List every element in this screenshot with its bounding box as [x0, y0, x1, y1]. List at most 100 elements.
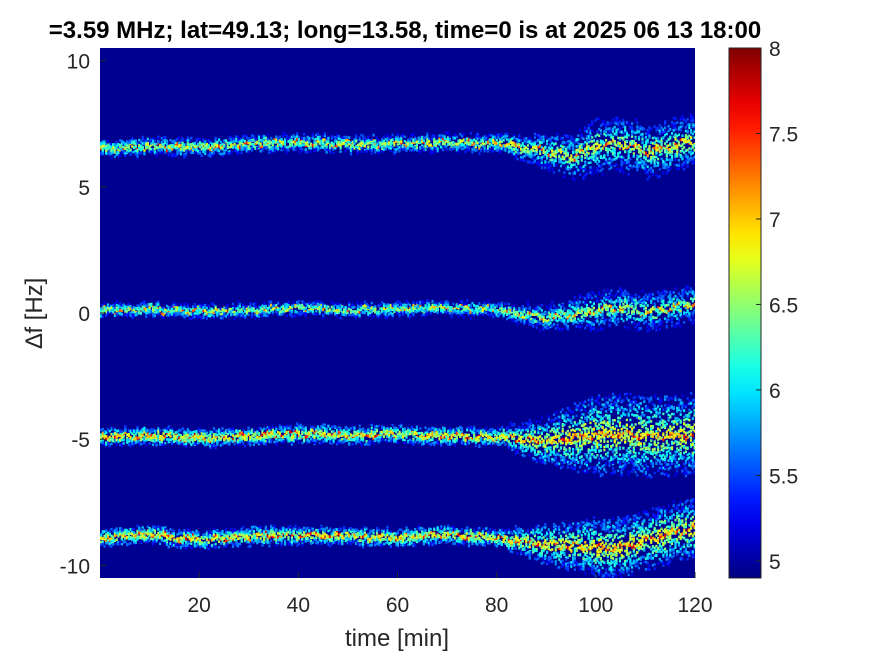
heatmap-cell — [211, 142, 214, 146]
heatmap-cell — [250, 308, 254, 312]
heatmap-cell — [322, 313, 325, 316]
heatmap-cell — [615, 143, 618, 147]
heatmap-cell — [686, 157, 689, 160]
heatmap-cell — [549, 139, 552, 142]
heatmap-cell — [580, 146, 583, 149]
heatmap-cell — [101, 309, 104, 312]
heatmap-cell — [280, 145, 283, 148]
heatmap-cell — [594, 150, 597, 154]
heatmap-cell — [327, 312, 330, 315]
heatmap-cell — [658, 132, 661, 135]
heatmap-cell — [259, 142, 262, 146]
heatmap-cell — [637, 130, 641, 133]
heatmap-cell — [179, 152, 182, 155]
heatmap-cell — [198, 141, 202, 145]
heatmap-cell — [613, 147, 616, 151]
heatmap-cell — [679, 125, 682, 129]
heatmap-cell — [613, 157, 616, 161]
heatmap-cell — [396, 312, 399, 315]
heatmap-cell — [693, 130, 695, 133]
heatmap-cell — [358, 305, 361, 308]
heatmap-cell — [457, 142, 460, 146]
heatmap-cell — [337, 306, 340, 310]
heatmap-cell — [684, 126, 687, 129]
heatmap-cell — [306, 137, 309, 141]
heatmap-cell — [504, 149, 507, 152]
heatmap-cell — [624, 140, 627, 144]
heatmap-cell — [500, 144, 504, 148]
heatmap-cell — [526, 160, 530, 163]
heatmap-cell — [132, 140, 136, 143]
heatmap-cell — [473, 138, 476, 141]
heatmap-cell — [518, 144, 521, 148]
heatmap-cell — [526, 144, 530, 147]
heatmap-cell — [486, 147, 490, 150]
heatmap-cell — [252, 142, 255, 146]
heatmap-cell — [283, 304, 287, 308]
heatmap-cell — [618, 169, 622, 173]
heatmap-cell — [525, 306, 528, 310]
heatmap-cell — [127, 311, 130, 315]
heatmap-cell — [271, 307, 274, 311]
heatmap-cell — [395, 149, 398, 153]
heatmap-cell — [221, 307, 224, 311]
heatmap-cell — [507, 140, 510, 143]
heatmap-cell — [610, 133, 613, 137]
heatmap-cell — [153, 139, 156, 143]
heatmap-cell — [375, 143, 379, 147]
heatmap-cell — [261, 138, 264, 142]
heatmap-cell — [502, 144, 505, 148]
heatmap-cell — [172, 153, 176, 157]
heatmap-cell — [339, 150, 342, 153]
heatmap-cell — [301, 137, 304, 140]
heatmap-cell — [492, 145, 495, 148]
heatmap-cell — [691, 160, 694, 163]
heatmap-cell — [287, 140, 290, 143]
heatmap-cell — [224, 315, 228, 318]
heatmap-cell — [478, 302, 481, 305]
heatmap-cell — [584, 162, 587, 165]
heatmap-cell — [153, 151, 156, 155]
heatmap-cell — [174, 308, 177, 312]
heatmap-cell — [360, 150, 363, 153]
heatmap-cell — [438, 137, 441, 141]
heatmap-cell — [143, 310, 146, 313]
heatmap-cell — [363, 144, 366, 148]
heatmap-cell — [155, 146, 158, 150]
heatmap-cell — [507, 138, 510, 142]
heatmap-cell — [216, 314, 219, 318]
heatmap-cell — [382, 312, 386, 315]
heatmap-cell — [172, 314, 176, 317]
heatmap-cell — [662, 161, 665, 165]
heatmap-cell — [436, 307, 439, 311]
heatmap-cell — [690, 147, 693, 151]
heatmap-cell — [415, 140, 418, 144]
heatmap-cell — [268, 304, 271, 307]
heatmap-cell — [599, 129, 602, 132]
heatmap-cell — [429, 312, 432, 315]
heatmap-cell — [256, 310, 259, 313]
heatmap-cell — [606, 151, 609, 154]
heatmap-cell — [601, 140, 604, 143]
heatmap-cell — [679, 128, 682, 132]
heatmap-cell — [625, 132, 628, 135]
heatmap-cell — [266, 314, 269, 318]
heatmap-cell — [492, 146, 495, 150]
heatmap-cell — [532, 142, 535, 145]
heatmap-cell — [658, 150, 661, 153]
heatmap-cell — [273, 146, 276, 150]
heatmap-cell — [624, 125, 627, 129]
heatmap-cell — [632, 141, 635, 145]
heatmap-cell — [660, 137, 663, 140]
heatmap-cell — [580, 155, 583, 158]
heatmap-cell — [596, 130, 599, 133]
heatmap-cell — [332, 142, 335, 146]
heatmap-cell — [679, 155, 682, 159]
heatmap-cell — [330, 309, 333, 313]
heatmap-cell — [690, 156, 693, 160]
heatmap-cell — [242, 139, 245, 142]
heatmap-cell — [559, 144, 563, 148]
heatmap-cell — [599, 148, 602, 152]
heatmap-cell — [292, 314, 295, 318]
heatmap-cell — [398, 149, 401, 153]
